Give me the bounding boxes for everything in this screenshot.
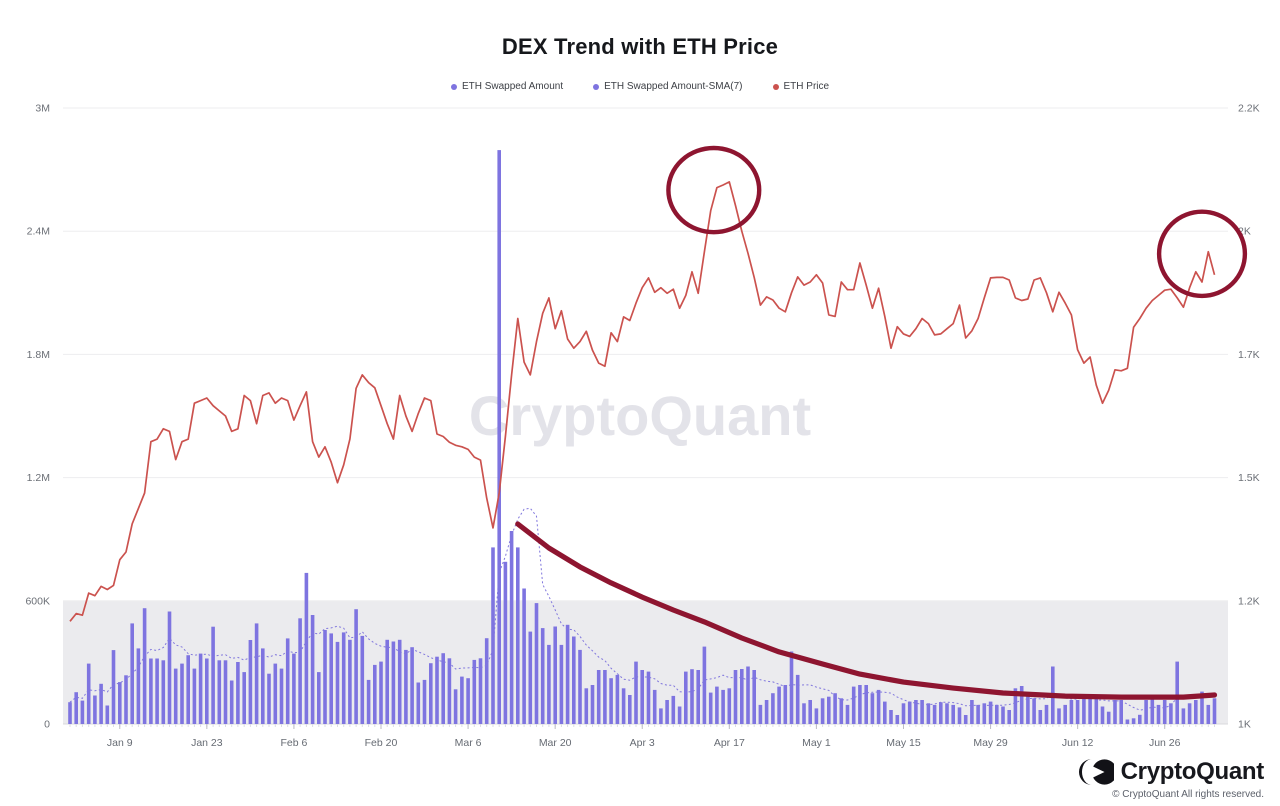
legend-item-eth-swapped-amount[interactable]: ETH Swapped Amount xyxy=(450,81,564,92)
svg-text:Mar 20: Mar 20 xyxy=(539,737,572,749)
legend-swatch-price-icon xyxy=(772,83,779,90)
cryptoquant-watermark: CryptoQuant xyxy=(468,384,812,447)
svg-text:Jun 26: Jun 26 xyxy=(1149,737,1181,749)
eth-swapped-amount-bars xyxy=(68,150,1217,725)
cryptoquant-logo-icon xyxy=(1078,759,1114,785)
svg-text:May 15: May 15 xyxy=(886,737,921,749)
legend-label: ETH Swapped Amount-SMA(7) xyxy=(604,81,743,92)
legend-swatch-sma-icon xyxy=(593,83,600,90)
page-title: DEX Trend with ETH Price xyxy=(501,34,779,59)
legend: ETH Swapped Amount ETH Swapped Amount-SM… xyxy=(0,81,1280,92)
annotation-circle-2 xyxy=(1156,209,1248,299)
svg-text:1K: 1K xyxy=(1238,719,1251,731)
legend-item-eth-price[interactable]: ETH Price xyxy=(772,81,830,92)
svg-text:1.2K: 1.2K xyxy=(1238,595,1260,607)
legend-swatch-bar-icon xyxy=(450,83,457,90)
svg-text:Mar 6: Mar 6 xyxy=(455,737,482,749)
svg-text:1.8M: 1.8M xyxy=(27,349,50,361)
svg-text:1.5K: 1.5K xyxy=(1238,472,1260,484)
legend-item-eth-swapped-amount-sma7[interactable]: ETH Swapped Amount-SMA(7) xyxy=(593,81,743,92)
svg-text:Feb 6: Feb 6 xyxy=(280,737,307,749)
svg-text:0: 0 xyxy=(44,719,50,731)
svg-text:600K: 600K xyxy=(25,595,50,607)
svg-text:Jun 12: Jun 12 xyxy=(1062,737,1094,749)
eth-price-line xyxy=(69,181,1216,622)
svg-text:May 29: May 29 xyxy=(973,737,1008,749)
legend-label: ETH Price xyxy=(783,81,830,92)
svg-text:2.2K: 2.2K xyxy=(1238,103,1260,115)
annotation-decay-curve xyxy=(515,521,1218,700)
copyright-text: © CryptoQuant All rights reserved. xyxy=(1112,789,1264,800)
svg-text:Apr 17: Apr 17 xyxy=(714,737,745,749)
x-axis: Jan 9 Jan 23 Feb 6 Feb 20 Mar 6 Mar 20 Apr 3 Ap… xyxy=(69,724,1215,749)
footer-branding: CryptoQuant © CryptoQuant All rights res… xyxy=(1078,757,1264,800)
svg-text:May 1: May 1 xyxy=(802,737,831,749)
svg-text:Apr 3: Apr 3 xyxy=(630,737,655,749)
cryptoquant-logo-text: CryptoQuant xyxy=(1120,758,1265,785)
svg-text:Jan 9: Jan 9 xyxy=(107,737,133,749)
svg-text:1.7K: 1.7K xyxy=(1238,349,1260,361)
svg-text:Feb 20: Feb 20 xyxy=(365,737,398,749)
svg-text:3M: 3M xyxy=(35,103,50,115)
svg-text:1.2M: 1.2M xyxy=(27,472,50,484)
annotation-circle-1 xyxy=(666,145,762,235)
eth-swapped-amount-sma7-line xyxy=(69,507,1215,711)
legend-label: ETH Swapped Amount xyxy=(461,81,564,92)
svg-text:2.4M: 2.4M xyxy=(27,226,50,238)
svg-text:Jan 23: Jan 23 xyxy=(191,737,223,749)
